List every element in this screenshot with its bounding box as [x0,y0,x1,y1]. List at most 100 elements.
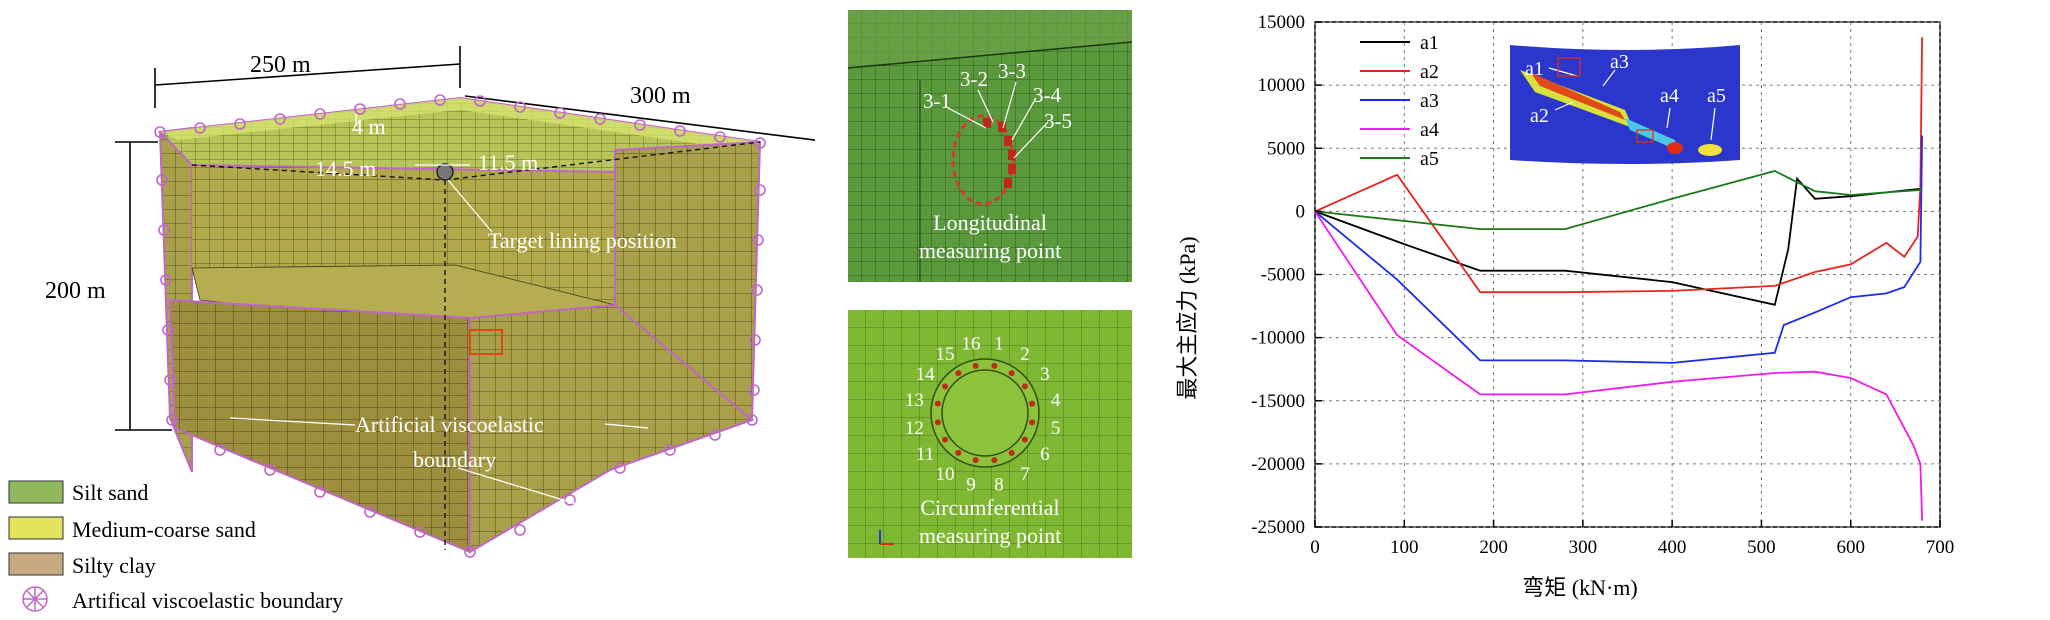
circ-point-marker [1021,383,1028,390]
circ-point-marker [991,457,998,464]
y-tick-label: -15000 [1251,391,1305,412]
circ-point-label: 9 [966,475,976,496]
lining-ring-circumferential [941,369,1029,457]
circ-point-marker [1008,449,1015,456]
target-lining-label: Target lining position [488,228,677,253]
circ-point-label: 1 [994,333,1004,354]
circ-caption-line2: measuring point [919,523,1061,548]
inset-contour-image: a1 a2 a3 a4 a5 [1510,45,1740,164]
circ-point-label: 5 [1051,418,1061,439]
legend-label-a4: a4 [1420,119,1439,141]
circ-point-marker [955,370,962,377]
y-tick-label: 10000 [1258,75,1306,96]
circ-point-marker [1008,370,1015,377]
dim-depth-label: 300 m [630,83,691,109]
longitudinal-panel: 3-1 3-2 3-3 3-4 3-5 Longitudinal measuri… [847,10,1133,282]
series-line-a3 [1314,135,1923,364]
y-tick-label: 5000 [1267,138,1305,159]
dim-11-5m-label: 11.5 m [478,150,538,175]
long-point-3-1: 3-1 [923,89,951,113]
dim-4m-label: 4 m [352,114,386,139]
x-tick-label: 0 [1310,537,1320,558]
inset-label-a1: a1 [1525,58,1544,80]
damper-icon [22,586,48,612]
circ-point-label: 6 [1040,444,1050,465]
circ-point-marker [991,362,998,369]
x-tick-label: 400 [1658,537,1687,558]
legend-swatch-silt-sand [8,480,64,504]
circ-point-marker [942,383,949,390]
long-caption-line2: measuring point [919,238,1061,263]
y-tick-label: 0 [1296,201,1306,222]
axis-triad-icon [879,530,894,545]
long-point-3-2: 3-2 [960,67,988,91]
y-tick-label: -10000 [1251,328,1305,349]
circ-point-label: 10 [935,464,954,485]
legend-swatch-silty-clay [8,552,64,576]
circ-caption-line1: Circumferential [920,495,1059,520]
circ-point-label: 4 [1051,390,1061,411]
series-line-a2 [1314,37,1923,294]
legend-label-a3: a3 [1420,90,1439,112]
soil-model-panel: 250 m 300 m 200 m [0,0,831,615]
legend-swatch-medium-coarse-sand [8,516,64,540]
circ-point-label: 8 [994,475,1004,496]
circ-point-marker [1021,436,1028,443]
circ-point-label: 3 [1040,364,1050,385]
dim-14-5m-label: 14.5 m [315,156,376,181]
dim-width-label: 250 m [250,52,311,78]
circ-point-label: 14 [916,364,936,385]
boundary-label-line1: Artificial viscoelastic [355,412,544,437]
circ-point-marker [972,457,979,464]
legend-label-silty-clay: Silty clay [72,553,156,578]
long-caption-line1: Longitudinal [933,210,1047,235]
boundary-dampers [154,94,766,558]
circ-point-label: 2 [1020,344,1030,365]
boundary-label-line2: boundary [413,447,496,472]
soil-legend: Silt sand Medium-coarse sand Silty clay … [8,480,343,613]
circ-point-marker [942,436,949,443]
circumferential-panel: 1 2 3 4 5 6 7 8 9 10 11 12 13 14 15 16 Circumferential … [848,310,1132,558]
circ-point-marker [934,400,941,407]
y-tick-label: -5000 [1261,265,1305,286]
legend-label-boundary: Artifical viscoelastic boundary [72,588,343,613]
circ-point-label: 13 [905,390,924,411]
series-line-a5 [1314,170,1923,230]
dimension-lines [115,46,831,431]
circ-point-marker [1029,419,1036,426]
inset-label-a2: a2 [1530,105,1549,127]
circ-point-label: 15 [935,344,954,365]
y-tick-label: -25000 [1251,517,1305,538]
stress-chart-panel: 0 100 200 300 400 500 600 700 15000 10000 5000 0 -50… [1155,0,2050,615]
circ-point-marker [955,449,962,456]
inset-label-a3: a3 [1610,51,1629,73]
inset-label-a5: a5 [1707,85,1726,107]
series-line-a4 [1314,210,1923,521]
legend-label-medium-coarse-sand: Medium-coarse sand [72,517,256,542]
y-axis-title: 最大主应力 (kPa) [1175,236,1200,399]
circ-point-label: 16 [961,333,980,354]
legend-label-a5: a5 [1420,148,1439,170]
legend-label-a1: a1 [1420,32,1439,54]
x-tick-label: 500 [1747,537,1776,558]
inset-label-a4: a4 [1660,85,1679,107]
series-line-a1 [1314,176,1923,306]
x-tick-label: 100 [1390,537,1419,558]
long-point-3-3: 3-3 [998,59,1026,83]
x-tick-label: 200 [1479,537,1508,558]
legend-label-a2: a2 [1420,61,1439,83]
circ-point-label: 12 [905,418,924,439]
long-point-3-4: 3-4 [1033,83,1061,107]
y-tick-label: -20000 [1251,454,1305,475]
x-tick-label: 300 [1569,537,1598,558]
x-tick-label: 600 [1836,537,1865,558]
target-lining-marker [436,163,454,181]
legend-label-silt-sand: Silt sand [72,480,148,505]
x-axis-title: 弯矩 (kN·m) [1522,575,1637,600]
circ-point-label: 11 [916,444,934,465]
long-point-3-5: 3-5 [1044,109,1072,133]
circ-point-label: 7 [1020,464,1030,485]
circ-point-marker [934,419,941,426]
y-tick-label: 15000 [1258,12,1306,33]
